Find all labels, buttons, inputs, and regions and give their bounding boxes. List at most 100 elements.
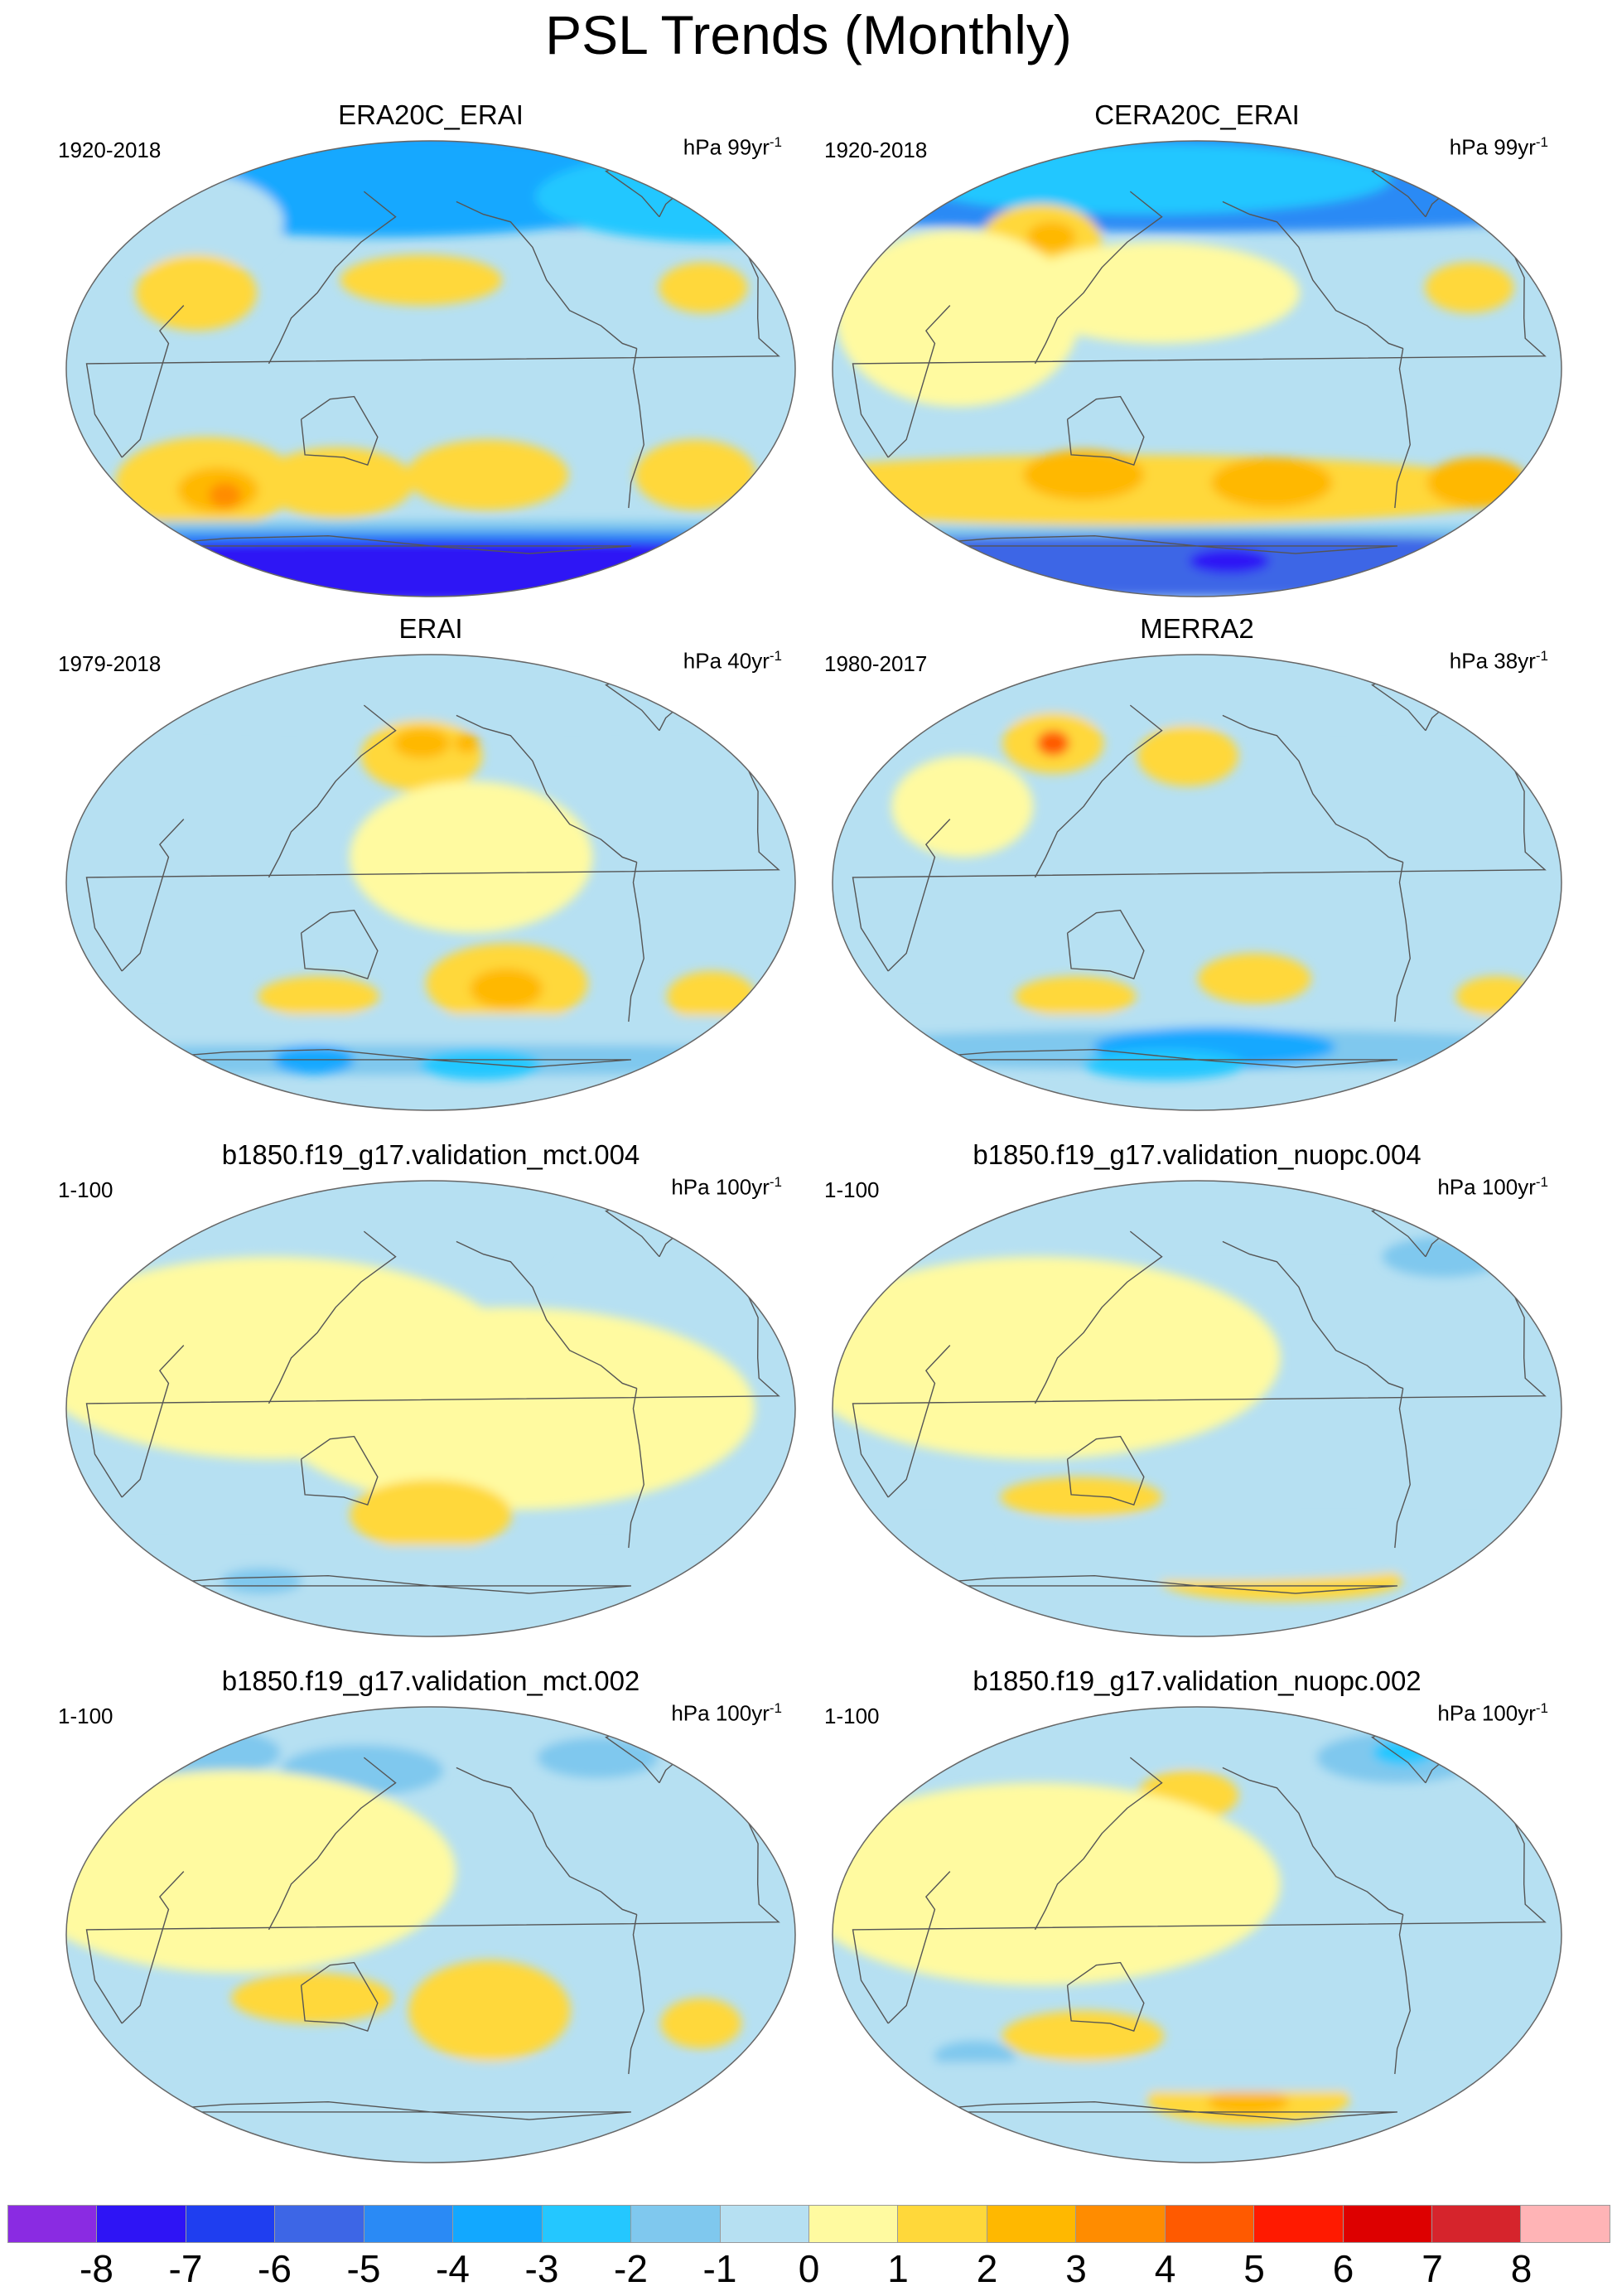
coastline [121,305,185,458]
coastline [121,1871,185,2024]
map-border [65,1180,796,1637]
panel-period: 1920-2018 [58,138,162,162]
trend-contour [1000,1477,1162,1518]
coastline [1222,1240,1403,1390]
trend-contour [833,1782,1281,1986]
coastline [852,735,1547,972]
colorbar-box [542,2206,632,2242]
trend-contour [221,1568,303,1594]
map-border [65,140,796,597]
trend-contour [268,1307,755,1511]
colorbar-tick-label: 5 [1243,2247,1265,2290]
coastline [85,221,780,458]
panel-title: b1850.f19_g17.validation_nuopc.002 [973,1665,1422,1696]
world-map [832,1706,1562,2163]
coastline [887,819,951,972]
colorbar-tick-label: -3 [524,2247,559,2290]
trend-contour [350,1479,512,1551]
map-panel: b1850.f19_g17.validation_nuopc.002 1-100 h… [816,1665,1578,2179]
map-border [832,1180,1562,1637]
panel-period: 1-100 [58,1177,113,1202]
world-map [832,1180,1562,1637]
trend-contour [228,1596,634,1627]
colorbar-tick-label: -2 [614,2247,648,2290]
units-exponent: -1 [1535,134,1548,150]
colorbar-box [1076,2206,1166,2242]
trend-contour [258,976,379,1017]
colorbar-box [1254,2206,1344,2242]
trend-contour [454,732,480,754]
panel-period: 1-100 [58,1704,113,1728]
coastline [628,862,644,1022]
trend-contour [660,1998,742,2049]
units-base: hPa 100yr [1437,1700,1536,1726]
trend-contour [1014,976,1137,1017]
panel-title: MERRA2 [1140,613,1254,644]
panel-units: hPa 99yr-1 [683,134,782,161]
units-base: hPa 40yr [683,648,770,674]
trend-contour [406,439,569,511]
trend-contour [1382,1236,1504,1278]
coastline [1394,1388,1411,1549]
units-base: hPa 100yr [1437,1174,1536,1200]
colorbar-box [8,2206,98,2242]
trend-contour [635,439,756,511]
map-border [65,654,796,1111]
coastline [456,714,637,863]
trend-contour [470,968,543,1009]
trend-contour [833,2061,1561,2092]
panel-units: hPa 100yr-1 [1437,1700,1548,1727]
trend-contour [1425,262,1514,313]
trend-contour [537,1737,659,1778]
trend-contour [66,520,795,541]
coastline [121,819,185,972]
colorbar-tick-label: -7 [168,2247,203,2290]
coastline [300,1435,379,1506]
colorbar-tick-label: 8 [1510,2247,1533,2290]
units-base: hPa 100yr [671,1174,770,1200]
trend-contour [1022,449,1145,500]
trend-contour [891,756,1034,858]
units-exponent: -1 [769,1700,782,1716]
colorbar-box [898,2206,987,2242]
map-border [832,654,1562,1111]
trend-contour [340,254,503,306]
colorbar-tick-label: 0 [798,2247,820,2290]
coastline [85,1787,780,2024]
coastline [1394,348,1411,509]
map-panel: b1850.f19_g17.validation_mct.002 1-100 hPa… [50,1665,812,2179]
panel-period: 1920-2018 [824,138,928,162]
panel-period: 1-100 [824,1177,880,1202]
colorbar-box [720,2206,809,2242]
world-map [65,654,796,1111]
coastline [1222,714,1403,863]
trend-contour [66,530,795,551]
world-map [65,1180,796,1637]
world-map [832,654,1562,1111]
units-exponent: -1 [1535,1700,1548,1716]
panel-title: ERA20C_ERAI [338,99,524,130]
colorbar-box [987,2206,1077,2242]
coastline [628,1914,644,2075]
coastline [268,1230,397,1404]
colorbar-tick-label: 4 [1154,2247,1176,2290]
panel-units: hPa 99yr-1 [1450,134,1548,161]
trend-contour [833,1520,1561,1551]
figure-title: PSL Trends (Monthly) [545,4,1072,65]
colorbar-tick-label: 6 [1332,2247,1354,2290]
trend-contour [419,1049,542,1080]
trend-contour [1002,2010,1164,2062]
coastline [1066,395,1145,466]
coastline [456,1240,637,1390]
trend-contour [66,2061,795,2102]
trend-contour [1207,2089,1289,2115]
map-panel: ERA20C_ERAI 1920-2018 hPa 99yr-1 [50,99,812,613]
panel-units: hPa 100yr-1 [671,1700,782,1727]
coastline [1034,191,1163,365]
colorbar-box [1343,2206,1432,2242]
units-exponent: -1 [769,134,782,150]
colorbar-box [1165,2206,1255,2242]
colorbar-tick-label: -5 [346,2247,381,2290]
colorbar-tick-label: 1 [887,2247,909,2290]
trend-contour [833,1256,1281,1460]
